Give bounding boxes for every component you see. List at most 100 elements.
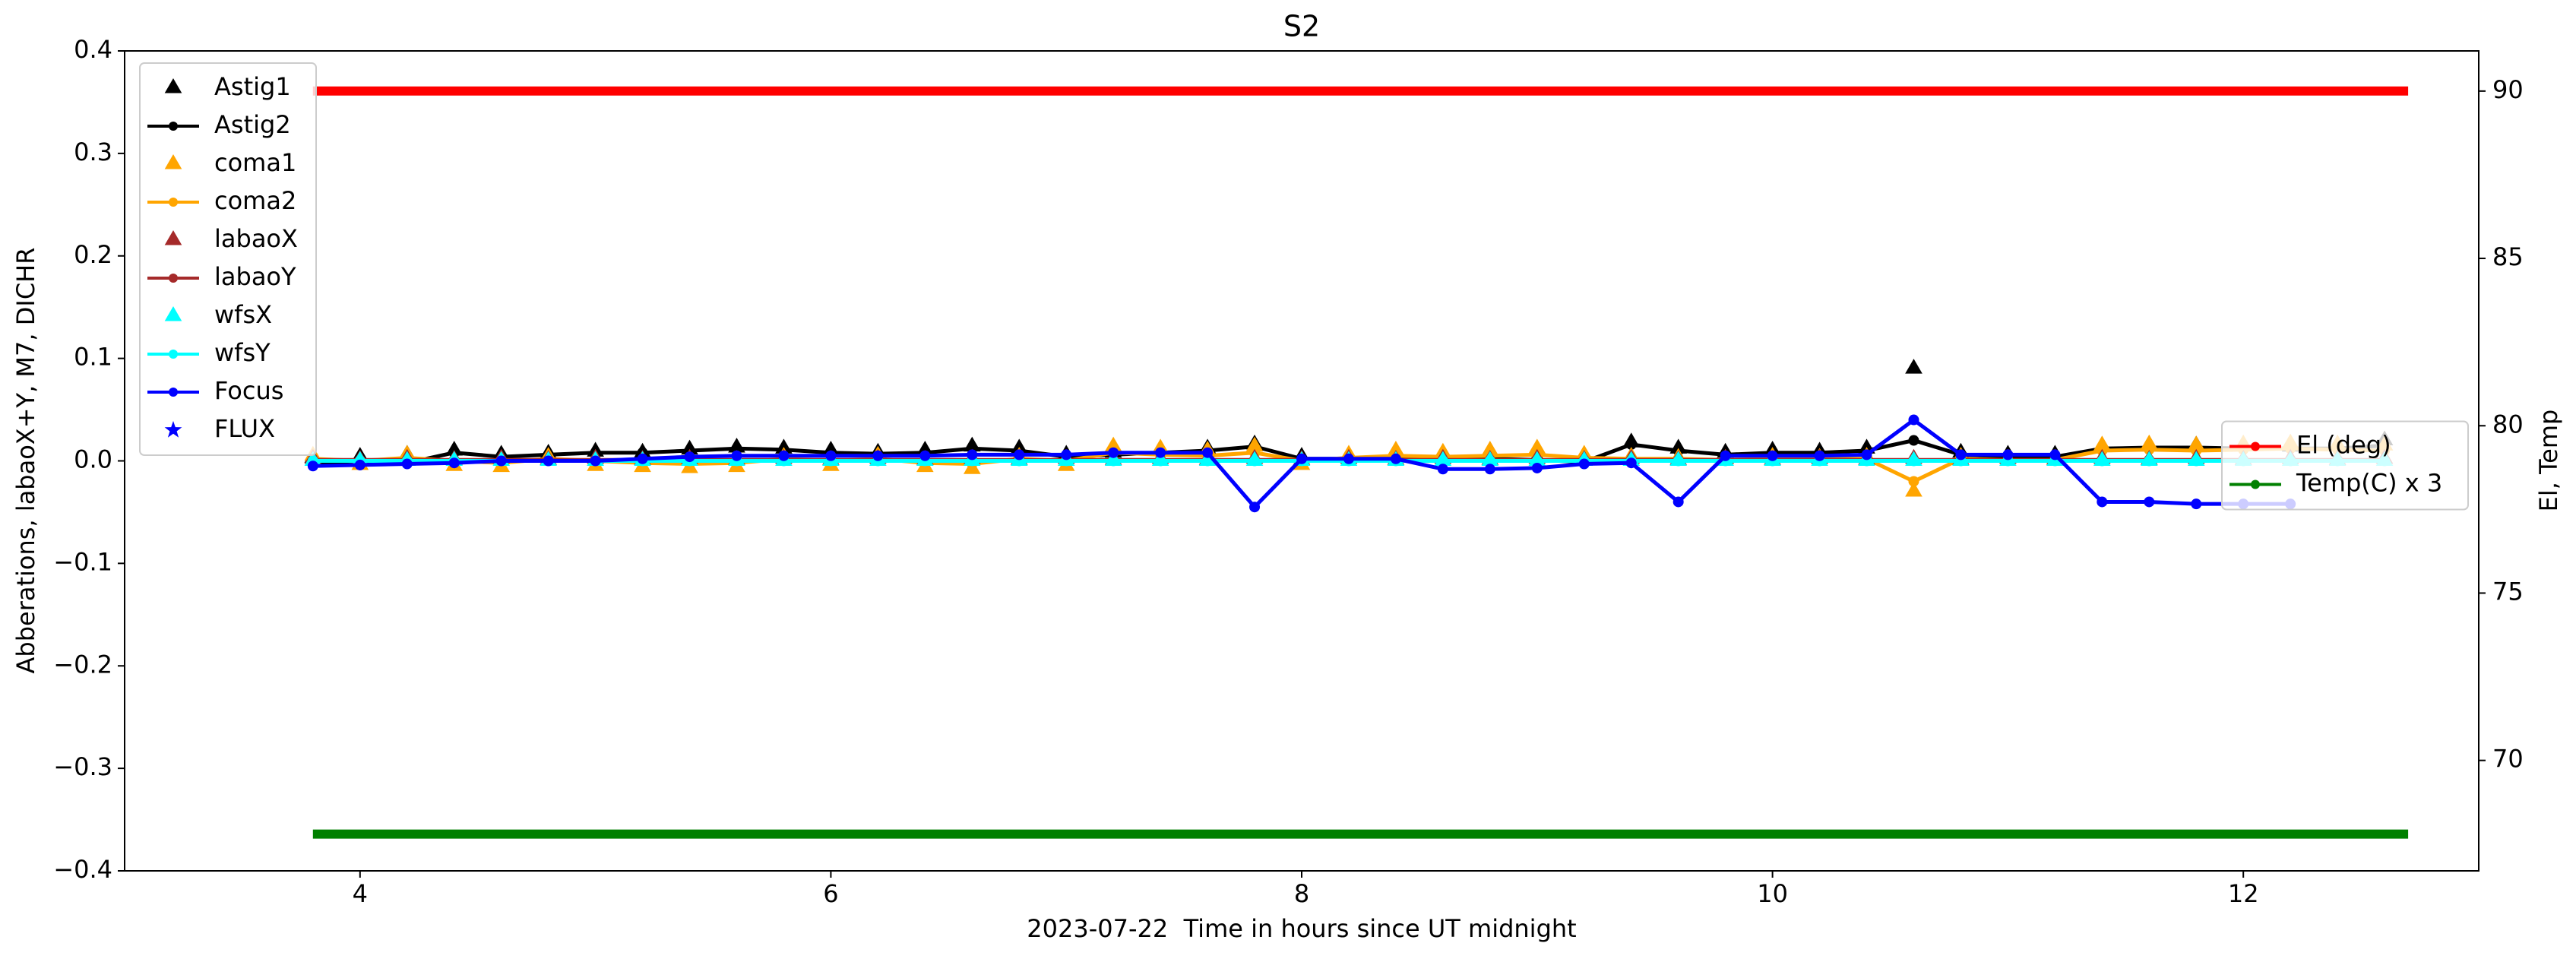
series-point bbox=[1673, 455, 1684, 467]
series-point bbox=[967, 449, 978, 461]
y-tick-label: 0.0 bbox=[74, 445, 112, 474]
triangle-marker bbox=[2093, 435, 2111, 451]
triangle-marker bbox=[2140, 434, 2158, 450]
legend-label: Astig2 bbox=[214, 110, 291, 139]
series-point bbox=[2097, 455, 2108, 467]
series-point bbox=[1531, 462, 1543, 473]
series-point bbox=[2191, 455, 2202, 467]
y2-tick-label: 90 bbox=[2492, 75, 2524, 104]
legend-label: El (deg) bbox=[2296, 431, 2391, 460]
legend-triangle bbox=[164, 230, 182, 245]
series-point bbox=[1155, 447, 1166, 458]
legend-label: FLUX bbox=[214, 414, 275, 443]
series-point bbox=[1625, 457, 1637, 469]
x-axis-label: 2023-07-22 Time in hours since UT midnig… bbox=[1027, 914, 1576, 943]
legend-label: Temp(C) x 3 bbox=[2296, 469, 2442, 498]
y-axis-label: Abberations, labaoX+Y, M7, DICHR bbox=[11, 248, 40, 674]
series-point bbox=[1673, 496, 1684, 508]
y-tick-label: −0.4 bbox=[53, 855, 112, 884]
y-tick-label: 0.2 bbox=[74, 240, 112, 269]
plot-area bbox=[304, 86, 2409, 839]
series-point bbox=[1061, 449, 1072, 461]
legend-star bbox=[164, 421, 182, 438]
series-point bbox=[1390, 453, 1401, 464]
legend-label: labaoY bbox=[214, 262, 296, 291]
triangle-marker bbox=[1481, 441, 1499, 456]
series-point bbox=[495, 455, 507, 467]
series-point bbox=[1908, 476, 1919, 487]
legend-dot bbox=[169, 122, 178, 131]
legend-dot bbox=[2251, 442, 2260, 451]
series-point bbox=[1484, 464, 1495, 475]
series-point bbox=[1625, 438, 1637, 450]
chart-title: S2 bbox=[1283, 10, 1320, 43]
series-point bbox=[1814, 450, 1825, 461]
series-point bbox=[731, 450, 742, 461]
series-point bbox=[1437, 464, 1448, 475]
series-point bbox=[1955, 449, 1967, 461]
x-tick-label: 4 bbox=[353, 879, 368, 908]
triangle-marker bbox=[1905, 359, 1923, 374]
series-point bbox=[919, 450, 931, 461]
legend-label: Astig1 bbox=[214, 72, 291, 101]
series-point bbox=[543, 455, 554, 467]
series-point bbox=[1578, 458, 1590, 470]
x-tick-label: 10 bbox=[1757, 879, 1788, 908]
legend-label: coma1 bbox=[214, 148, 296, 177]
series-point bbox=[307, 461, 318, 472]
y2-axis-label: El, Temp bbox=[2534, 410, 2563, 512]
series-point bbox=[2144, 444, 2155, 455]
y2-tick-label: 85 bbox=[2492, 242, 2524, 271]
legend: Astig1 Astig2 coma1 coma2 labaoX labaoY wfsX wf… bbox=[139, 62, 317, 456]
series-point bbox=[1484, 455, 1495, 467]
series-point bbox=[2144, 455, 2155, 467]
series-point bbox=[1155, 455, 1166, 467]
series-point bbox=[1296, 453, 1307, 464]
series-point bbox=[1861, 449, 1872, 461]
y-tick-label: 0.4 bbox=[74, 35, 112, 64]
series-point bbox=[2002, 449, 2014, 461]
x-tick-label: 8 bbox=[1294, 879, 1309, 908]
triangle-marker bbox=[1245, 436, 1264, 452]
series-point bbox=[2049, 449, 2061, 461]
series-point bbox=[684, 451, 695, 463]
triangle-marker bbox=[2187, 435, 2205, 451]
legend-dot bbox=[169, 350, 178, 359]
series-point bbox=[448, 457, 460, 469]
series-point bbox=[1108, 455, 1119, 467]
legend-dot bbox=[169, 274, 178, 283]
legend-dot bbox=[169, 198, 178, 207]
series-point bbox=[2191, 498, 2202, 510]
legend-box bbox=[139, 62, 317, 456]
series-point bbox=[1767, 450, 1778, 461]
series-point bbox=[1720, 450, 1731, 461]
triangle-marker bbox=[1104, 436, 1122, 452]
series-point bbox=[872, 450, 884, 461]
triangle-marker bbox=[1387, 441, 1405, 456]
series-point bbox=[1249, 502, 1261, 513]
y-tick-label: −0.2 bbox=[53, 650, 112, 679]
series-point bbox=[1908, 455, 1919, 467]
x-tick-label: 12 bbox=[2228, 879, 2259, 908]
legend: El (deg) Temp(C) x 3 bbox=[2221, 420, 2469, 511]
series-point bbox=[1108, 447, 1119, 458]
series-point bbox=[401, 458, 413, 470]
y-tick-label: 0.1 bbox=[74, 343, 112, 372]
series-point bbox=[2097, 496, 2108, 508]
y-tick-label: −0.3 bbox=[53, 752, 112, 781]
y-tick-label: −0.1 bbox=[53, 547, 112, 576]
series-point bbox=[1343, 453, 1354, 464]
y-tick-label: 0.3 bbox=[74, 138, 112, 166]
triangle-marker bbox=[1905, 481, 1923, 497]
series-point bbox=[637, 453, 648, 464]
legend-dot bbox=[169, 388, 178, 397]
series-point bbox=[1249, 455, 1261, 467]
series-point bbox=[1908, 414, 1919, 426]
series-point bbox=[1014, 449, 1025, 461]
legend-dot bbox=[2251, 480, 2260, 489]
legend-label: wfsY bbox=[214, 338, 271, 367]
series-point bbox=[2144, 496, 2155, 508]
series-point bbox=[1908, 435, 1919, 446]
